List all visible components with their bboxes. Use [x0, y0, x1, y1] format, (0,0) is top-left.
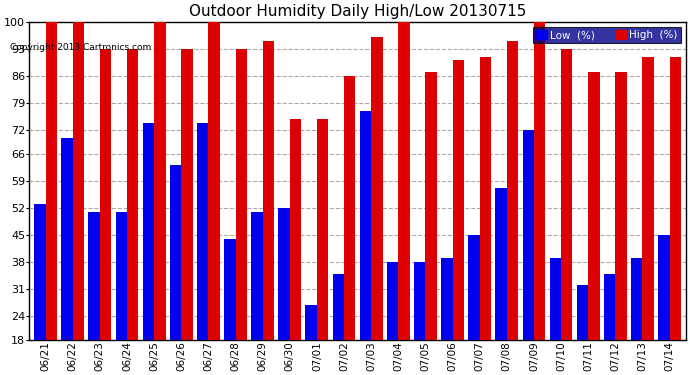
Bar: [561, 49, 573, 375]
Bar: [469, 235, 480, 375]
Bar: [154, 22, 166, 375]
Bar: [658, 235, 669, 375]
Bar: [506, 41, 518, 375]
Bar: [235, 49, 247, 375]
Bar: [208, 22, 220, 375]
Bar: [359, 111, 371, 375]
Bar: [317, 118, 328, 375]
Bar: [61, 138, 72, 375]
Bar: [344, 76, 355, 375]
Bar: [197, 123, 208, 375]
Bar: [522, 130, 534, 375]
Bar: [170, 165, 181, 375]
Bar: [480, 57, 491, 375]
Bar: [143, 123, 154, 375]
Bar: [604, 274, 615, 375]
Bar: [669, 57, 681, 375]
Bar: [127, 49, 139, 375]
Bar: [333, 274, 344, 375]
Bar: [550, 258, 561, 375]
Bar: [224, 239, 235, 375]
Bar: [453, 60, 464, 375]
Bar: [398, 22, 410, 375]
Bar: [116, 211, 127, 375]
Bar: [306, 304, 317, 375]
Bar: [631, 258, 642, 375]
Bar: [534, 22, 545, 375]
Legend: Low  (%), High  (%): Low (%), High (%): [533, 27, 680, 43]
Bar: [34, 204, 46, 375]
Bar: [615, 72, 627, 375]
Bar: [88, 211, 100, 375]
Bar: [263, 41, 274, 375]
Bar: [72, 22, 84, 375]
Bar: [371, 37, 382, 375]
Bar: [588, 72, 600, 375]
Title: Outdoor Humidity Daily High/Low 20130715: Outdoor Humidity Daily High/Low 20130715: [189, 4, 526, 19]
Bar: [290, 118, 301, 375]
Bar: [387, 262, 398, 375]
Bar: [441, 258, 453, 375]
Bar: [426, 72, 437, 375]
Bar: [100, 49, 111, 375]
Bar: [278, 208, 290, 375]
Bar: [181, 49, 193, 375]
Bar: [577, 285, 588, 375]
Bar: [414, 262, 426, 375]
Bar: [46, 22, 57, 375]
Bar: [495, 188, 506, 375]
Bar: [251, 211, 263, 375]
Bar: [642, 57, 654, 375]
Text: Copyright 2013 Cartronics.com: Copyright 2013 Cartronics.com: [10, 43, 152, 52]
